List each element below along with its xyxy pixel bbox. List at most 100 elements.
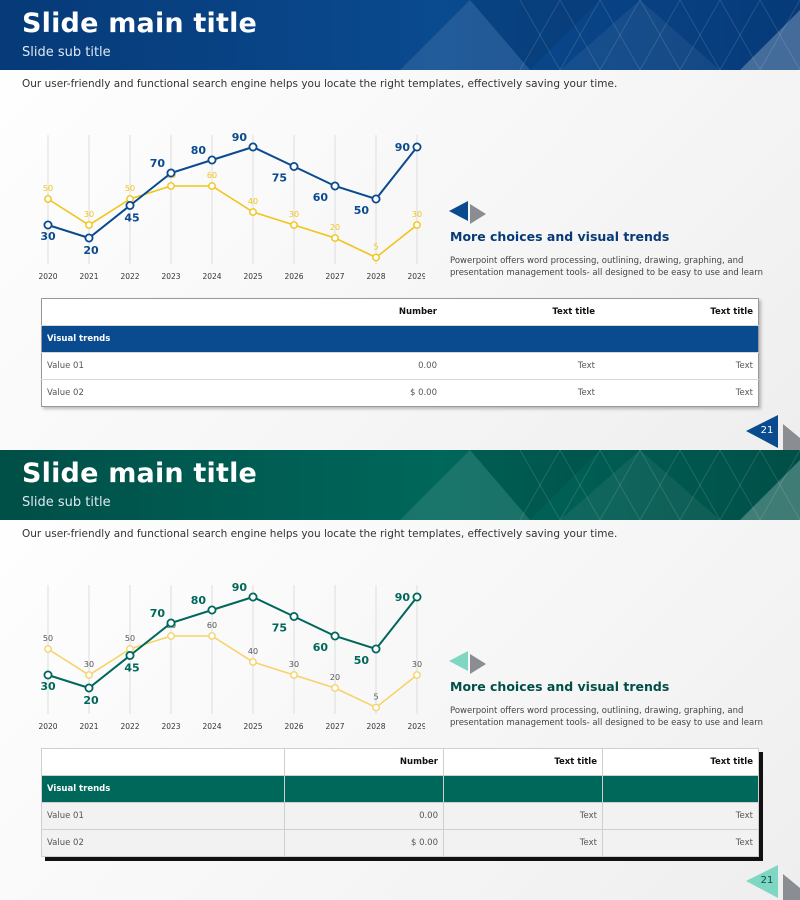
table-highlight-label: Visual trends [41,325,284,353]
table-header-row: Number Text title Text title [42,299,759,326]
slide-main-title: Slide main title [22,8,258,39]
data-label-secondary: 30 [412,210,422,219]
series-line-secondary [47,635,418,709]
table-cell: Text [443,802,603,830]
header-fill [0,0,800,70]
series-line-primary [47,145,418,240]
data-label-primary: 50 [354,654,370,667]
data-point-primary [412,592,422,602]
header-grid-line [519,450,561,520]
data-point-primary [412,142,422,152]
data-point-primary [125,651,135,661]
x-tick-label: 2025 [243,272,262,281]
series-line-primary [47,595,418,690]
data-label-primary: 45 [124,662,139,675]
x-tick-label: 2024 [202,722,221,731]
data-label-secondary: 50 [125,634,135,643]
table-cell [442,325,600,353]
data-point-secondary [413,221,421,229]
x-tick-label: 2022 [120,272,139,281]
x-tick-label: 2029 [407,722,425,731]
data-point-primary [43,670,53,680]
data-point-primary [371,194,381,204]
header-triangle [740,10,800,70]
series-line-secondary [47,185,418,259]
data-label-primary: 80 [191,144,207,157]
table-cell: Text [600,379,759,407]
x-tick-label: 2023 [161,272,180,281]
header-triangle [740,460,800,520]
header-grid-line [679,0,721,70]
table-cell: Value 01 [41,802,285,830]
table-cell: Text [443,829,603,857]
header-grid-line [519,0,561,70]
table-cell: Text [442,379,600,407]
data-point-secondary [44,645,52,653]
header-triangle [400,0,530,70]
data-point-primary [43,220,53,230]
data-label-primary: 90 [395,591,411,604]
data-label-secondary: 50 [43,634,53,643]
slide: Slide main title Slide sub title Our use… [0,450,800,900]
header-fill [0,450,800,520]
header-background [0,450,800,520]
page-gray-triangle-icon [783,424,800,450]
data-point-secondary [85,671,93,679]
table-cell: 0.00 [284,352,442,380]
data-label-primary: 20 [83,694,99,707]
table-header-cell: Number [398,307,437,317]
data-point-secondary [331,234,339,242]
header-grid-line [679,0,721,70]
table-highlight-label: Visual trends [41,775,285,803]
table-row: Value 01 0.00 Text Text [41,352,759,380]
table-header-cell: Text title [710,307,753,317]
table-cell [443,775,603,803]
header-grid-line [679,450,721,520]
data-point-secondary [249,208,257,216]
data-point-primary [248,592,258,602]
data-label-primary: 30 [40,230,56,243]
slide-header: Slide main title Slide sub title [0,450,800,520]
data-point-primary [289,612,299,622]
data-label-secondary: 30 [84,660,94,669]
page-number: 21 [760,875,774,886]
table-row: Value 02 $ 0.00 Text Text [41,379,759,407]
header-grid-line [519,450,561,520]
x-tick-label: 2026 [284,722,303,731]
data-point-secondary [249,658,257,666]
slide-sub-title: Slide sub title [22,495,111,510]
accent-triangle-icon [449,651,468,671]
header-grid-line [599,450,641,520]
data-point-primary [289,162,299,172]
data-label-secondary: 60 [207,621,217,630]
data-label-primary: 90 [232,131,248,144]
data-label-secondary: 30 [84,210,94,219]
table-header-cell: Text title [443,748,603,776]
table-cell: Value 01 [41,352,284,380]
table-cell: Value 02 [41,379,284,407]
x-tick-label: 2022 [120,722,139,731]
side-title: More choices and visual trends [450,679,670,694]
x-tick-label: 2027 [325,272,344,281]
x-tick-label: 2020 [38,272,57,281]
side-description: Powerpoint offers word processing, outli… [450,706,763,728]
table-header-cell: Text title [602,748,759,776]
data-point-primary [125,201,135,211]
header-background [0,0,800,70]
data-point-primary [166,618,176,628]
table-cell: Text [602,802,759,830]
table-highlight-row: Visual trends [41,325,759,353]
x-tick-label: 2028 [366,272,385,281]
data-point-secondary [290,671,298,679]
accent-triangle-icon [449,201,468,221]
data-label-primary: 20 [83,244,99,257]
data-label-primary: 75 [272,622,287,635]
data-label-secondary: 30 [289,660,299,669]
page-number-badge [746,415,800,450]
data-point-secondary [85,221,93,229]
data-point-primary [166,168,176,178]
table-cell: Value 02 [41,829,285,857]
data-label-secondary: 50 [125,184,135,193]
data-point-secondary [167,182,175,190]
table-row: Value 01 0.00 Text Text [41,802,759,830]
